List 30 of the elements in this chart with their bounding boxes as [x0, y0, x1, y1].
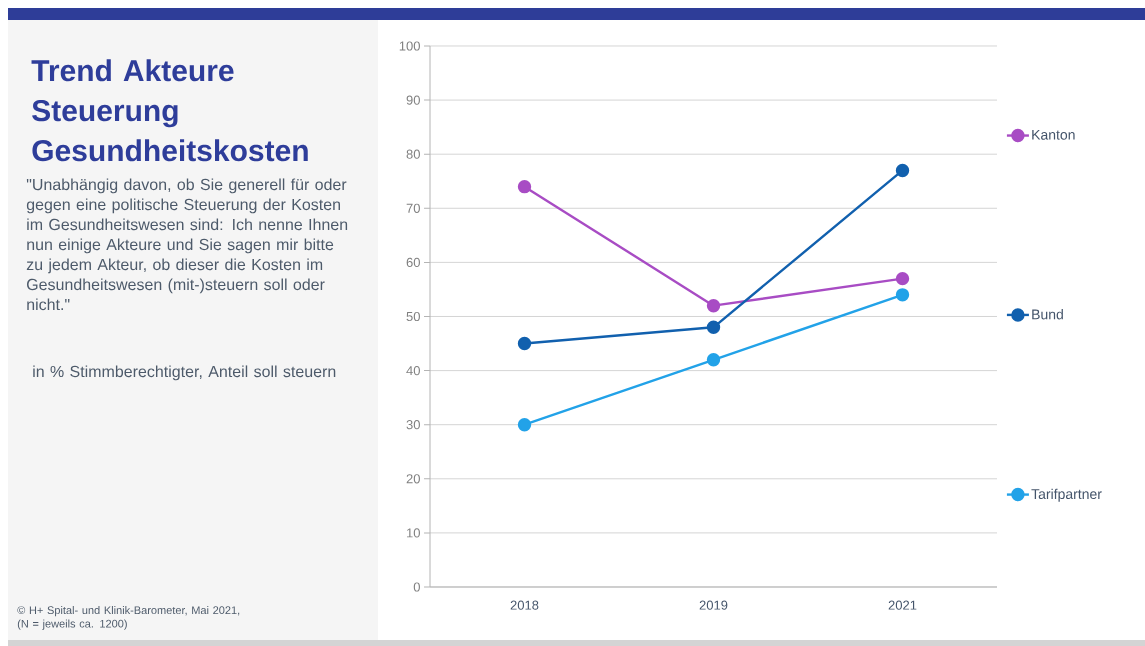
y-tick-label: 0 [413, 582, 420, 592]
x-tick-label: 2019 [699, 600, 728, 610]
text: © H+ Spital- und Klinik-Barometer, Mai 2021, (N = jeweils ca. 1200) [17, 606, 240, 630]
y-tick-label: 10 [407, 528, 420, 538]
point [706, 320, 721, 335]
legend-label: Kanton [1032, 129, 1075, 140]
y-tick-label: 20 [406, 474, 420, 484]
point [517, 336, 532, 351]
y-tick-label: 90 [406, 95, 420, 105]
y-tick-label: 50 [406, 311, 420, 322]
y-tick-label: 40 [406, 365, 420, 376]
point [706, 353, 721, 367]
point [895, 163, 910, 178]
text: "Unabhängig davon, ob Sie generell für oder gegen eine politische Steuerung der Kosten im Gesundheitswesen sind: Ich nenne Ihnen nun einige Akteure und Sie sagen mir bitte zu jedem Akteur, ob dieser die Kosten im Gesundheitswesen (mit-)steuern soll oder nicht." [26, 178, 348, 311]
legend-label: Tarifpartner [1031, 488, 1102, 502]
point [895, 288, 910, 302]
y-tick-label: 30 [406, 420, 420, 430]
y-tick-label: 100 [399, 41, 420, 51]
point [895, 271, 910, 286]
x-tick-label: 2018 [510, 600, 539, 610]
point [517, 418, 532, 432]
x-tick-label: 2021 [888, 600, 917, 610]
text: in % Stimmberechtigter, Anteil soll steuern [33, 365, 336, 381]
text: Trend Akteure Steuerung Gesundheitskosten [31, 59, 308, 162]
legend-label: Bund [1032, 309, 1063, 320]
point [517, 179, 532, 194]
y-tick-label: 70 [406, 203, 420, 213]
point [706, 298, 721, 313]
y-tick-label: 60 [406, 257, 420, 267]
y-tick-label: 80 [406, 149, 420, 159]
